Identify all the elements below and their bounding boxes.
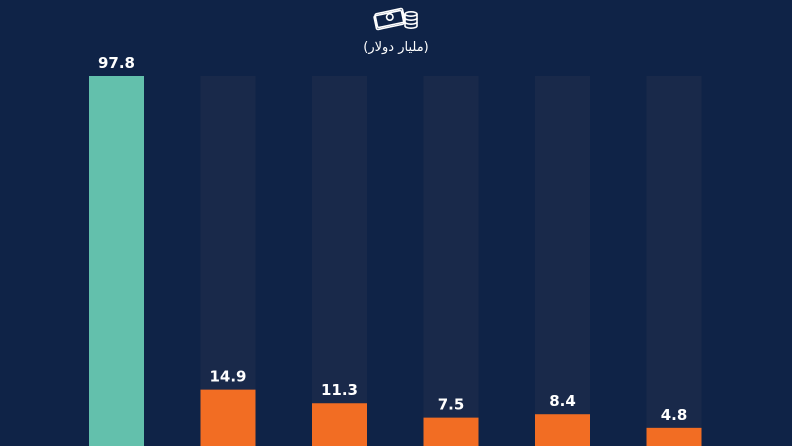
bar bbox=[535, 414, 590, 446]
bar-value-label: 4.8 bbox=[661, 406, 688, 424]
bar-track bbox=[312, 76, 367, 446]
bar-value-label: 7.5 bbox=[438, 396, 465, 414]
bar-track bbox=[535, 76, 590, 446]
bar bbox=[200, 389, 256, 446]
unit-label: (مليار دولار) bbox=[363, 40, 429, 55]
bar-value-label: 97.8 bbox=[98, 54, 135, 72]
bar bbox=[312, 403, 367, 446]
bar-track bbox=[646, 76, 702, 446]
money-stack-icon bbox=[372, 2, 420, 34]
bar bbox=[646, 427, 702, 446]
bar-value-label: 8.4 bbox=[549, 392, 576, 410]
bar-value-label: 14.9 bbox=[209, 368, 246, 386]
bar bbox=[423, 417, 479, 446]
bar-track bbox=[423, 76, 479, 446]
bar-value-label: 11.3 bbox=[321, 381, 358, 399]
bar-track bbox=[200, 76, 256, 446]
bar bbox=[89, 76, 144, 446]
